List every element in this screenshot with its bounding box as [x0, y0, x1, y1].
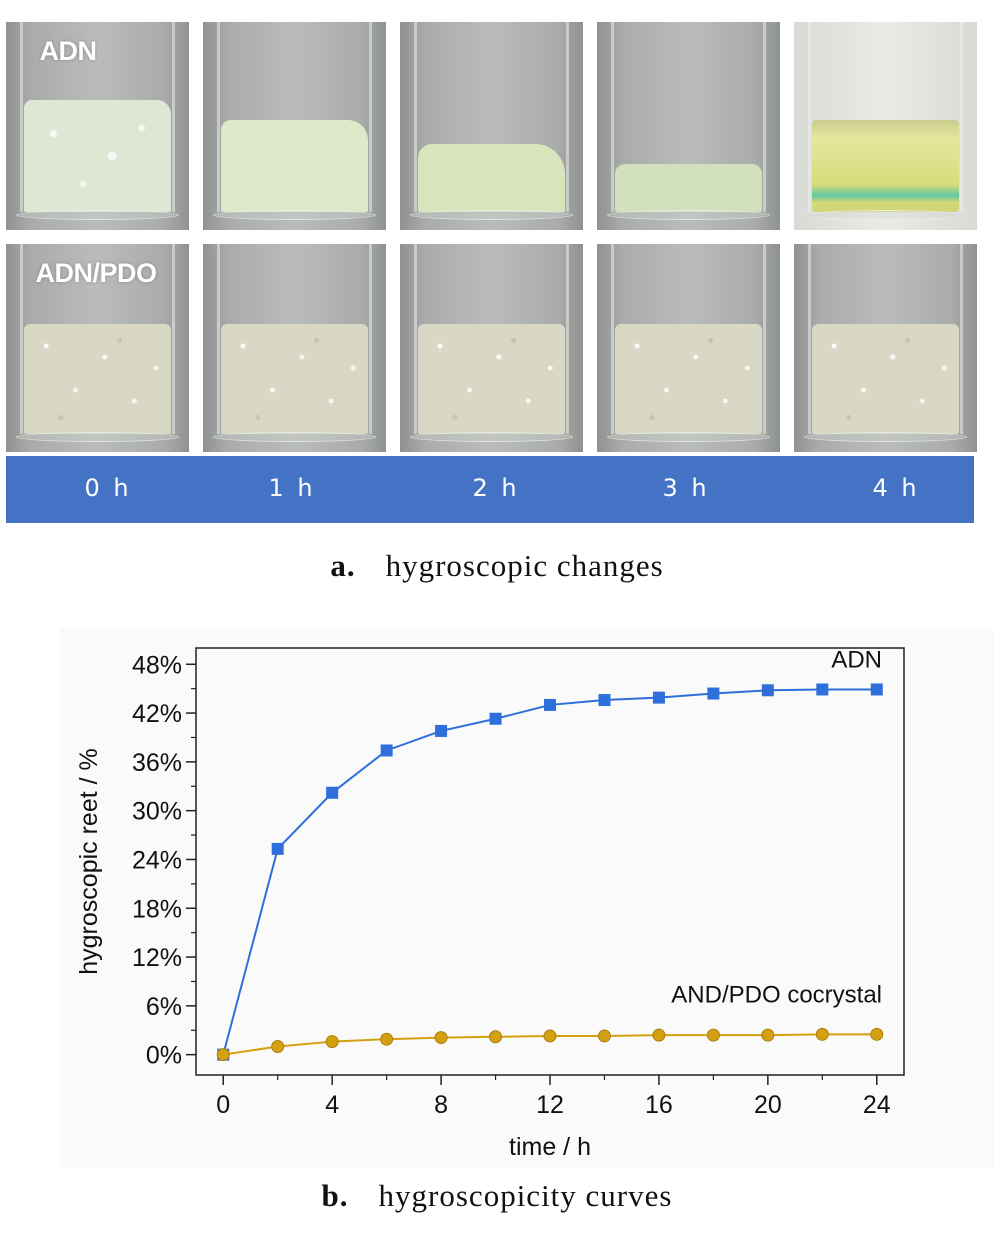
- data-point-cocrystal: [815, 1027, 829, 1041]
- adn-paste-sample: [615, 164, 762, 212]
- vial-cocrystal-0h: ADN/PDO: [6, 244, 189, 452]
- adn-wet-sample: [418, 144, 565, 212]
- x-axis-title: time / h: [509, 1133, 591, 1161]
- x-tick-label: 8: [434, 1091, 448, 1119]
- series-label-adn: ADN: [831, 647, 882, 674]
- vial-adn-3h: [597, 22, 780, 230]
- data-point-cocrystal: [325, 1035, 339, 1049]
- vial-cocrystal-2h: [400, 244, 583, 452]
- caption-b-text: hygroscopicity curves: [378, 1178, 673, 1213]
- y-tick-label: 48%: [132, 651, 182, 679]
- cocrystal-sample: [418, 324, 565, 434]
- cocrystal-sample: [24, 324, 171, 434]
- vial-cocrystal-3h: [597, 244, 780, 452]
- adn-crystal-sample: [24, 100, 171, 212]
- row-label-adn-pdo: ADN/PDO: [35, 258, 157, 288]
- y-axis-title: hygroscopic reet / %: [75, 748, 103, 975]
- series-label-cocrystal: AND/PDO cocrystal: [671, 982, 882, 1009]
- vial-cocrystal-4h: [794, 244, 977, 452]
- y-tick-label: 36%: [132, 749, 182, 777]
- cocrystal-sample: [221, 324, 368, 434]
- vial-adn-2h: [400, 22, 583, 230]
- data-point-adn: [816, 683, 829, 696]
- data-point-cocrystal: [434, 1031, 448, 1045]
- row-label-adn: ADN: [39, 36, 98, 66]
- data-point-adn: [761, 684, 774, 697]
- data-point-adn: [380, 744, 393, 757]
- x-tick-label: 24: [863, 1091, 891, 1119]
- vial-adn-0h: ADN: [6, 22, 189, 230]
- data-point-cocrystal: [380, 1032, 394, 1046]
- data-point-adn: [489, 712, 502, 725]
- vial-photo-grid: ADN ADN/PDO: [6, 22, 977, 456]
- adn-liquid-sample: [812, 120, 959, 212]
- caption-b: b. hygroscopicity curves: [0, 1178, 994, 1214]
- time-label-0h: 0 h: [84, 474, 132, 502]
- time-label-3h: 3 h: [662, 474, 710, 502]
- adn-damp-sample: [221, 120, 368, 212]
- time-bar: 0 h 1 h 2 h 3 h 4 h: [6, 456, 974, 523]
- caption-b-letter: b.: [321, 1178, 349, 1213]
- data-point-adn: [707, 687, 720, 700]
- data-point-adn: [652, 691, 665, 704]
- x-tick-label: 20: [754, 1091, 782, 1119]
- y-tick-label: 24%: [132, 846, 182, 874]
- data-point-adn: [271, 842, 284, 855]
- vial-cocrystal-1h: [203, 244, 386, 452]
- caption-a: a. hygroscopic changes: [0, 548, 994, 584]
- data-point-cocrystal: [489, 1030, 503, 1044]
- data-point-adn: [326, 786, 339, 799]
- x-tick-label: 0: [216, 1091, 230, 1119]
- time-label-1h: 1 h: [268, 474, 316, 502]
- vial-adn-4h: [794, 22, 977, 230]
- time-label-4h: 4 h: [872, 474, 920, 502]
- y-tick-label: 30%: [132, 798, 182, 826]
- plot-frame: [195, 647, 905, 1076]
- x-tick-label: 16: [645, 1091, 673, 1119]
- data-point-adn: [544, 698, 556, 711]
- chart-panel: 0 4 8 12 16 20 24 0% 6% 12% 18% 24% 30% 36% 42% 48% time…: [60, 628, 994, 1168]
- data-point-cocrystal: [597, 1029, 611, 1043]
- data-point-cocrystal: [761, 1028, 775, 1042]
- data-point-adn: [598, 694, 611, 707]
- data-point-cocrystal: [216, 1048, 230, 1062]
- data-point-cocrystal: [870, 1027, 884, 1041]
- data-point-cocrystal: [652, 1028, 666, 1042]
- x-tick-label: 4: [325, 1091, 339, 1119]
- y-tick-label: 6%: [146, 993, 182, 1021]
- data-point-cocrystal: [271, 1040, 285, 1054]
- cocrystal-sample: [812, 324, 959, 434]
- data-point-cocrystal: [543, 1029, 557, 1043]
- y-tick-label: 0%: [146, 1042, 182, 1070]
- y-tick-label: 12%: [132, 944, 182, 972]
- caption-a-letter: a.: [330, 548, 356, 583]
- data-point-adn: [435, 724, 448, 737]
- cocrystal-sample: [615, 324, 762, 434]
- y-tick-label: 42%: [132, 700, 182, 728]
- data-point-adn: [870, 683, 883, 696]
- time-label-2h: 2 h: [472, 474, 520, 502]
- vial-adn-1h: [203, 22, 386, 230]
- data-point-cocrystal: [706, 1028, 720, 1042]
- y-tick-label: 18%: [132, 895, 182, 923]
- caption-a-text: hygroscopic changes: [385, 548, 664, 583]
- x-tick-label: 12: [536, 1091, 564, 1119]
- hygroscopicity-chart: 0 4 8 12 16 20 24 0% 6% 12% 18% 24% 30% 36% 42% 48% time…: [75, 647, 905, 1161]
